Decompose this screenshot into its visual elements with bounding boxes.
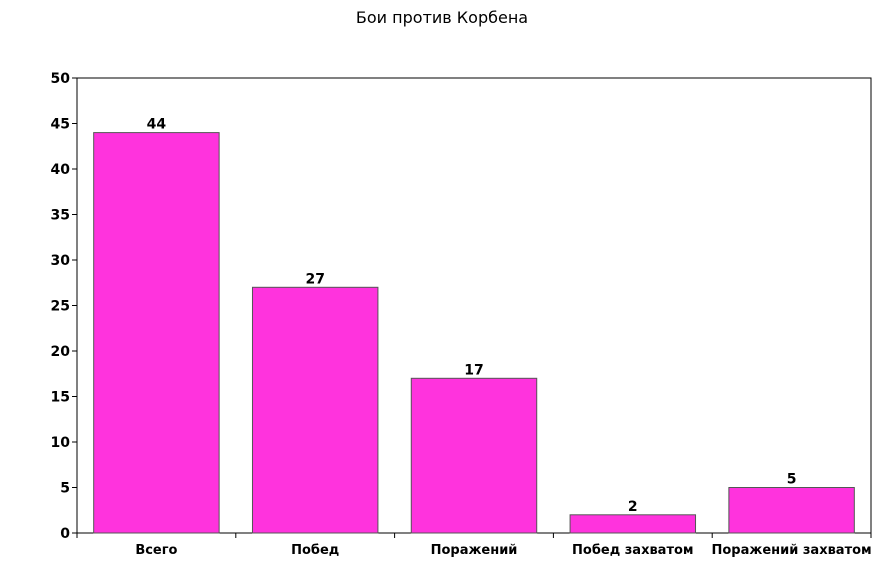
bars-group xyxy=(93,132,855,534)
y-tick-label: 35 xyxy=(51,208,70,224)
data-labels-group: 44 27 17 2 5 xyxy=(147,117,797,515)
y-tick-label: 30 xyxy=(51,253,71,269)
x-category-label: Побед захватом xyxy=(572,543,694,558)
y-axis: 0 5 10 15 20 25 30 35 40 45 50 xyxy=(51,71,77,542)
x-category-label: Поражений захватом xyxy=(712,543,872,558)
bar xyxy=(93,132,220,534)
bar xyxy=(410,377,538,534)
y-tick-label: 25 xyxy=(51,299,70,315)
x-category-label: Побед xyxy=(291,543,339,558)
bar-value-label: 27 xyxy=(305,271,324,287)
bar xyxy=(569,514,697,534)
y-tick-label: 15 xyxy=(51,390,70,406)
x-category-label: Поражений xyxy=(431,543,518,558)
bar xyxy=(251,286,379,534)
x-axis: Всего Побед Поражений Побед захватом Поражен… xyxy=(76,533,872,558)
bar-value-label: 44 xyxy=(147,117,167,133)
bar xyxy=(728,487,855,534)
bar-value-label: 2 xyxy=(628,499,638,515)
y-tick-label: 5 xyxy=(60,481,70,497)
y-tick-label: 10 xyxy=(51,435,71,451)
y-tick-label: 40 xyxy=(51,162,71,178)
bar-value-label: 5 xyxy=(787,472,797,488)
y-tick-label: 50 xyxy=(51,71,71,87)
y-tick-label: 0 xyxy=(60,526,70,542)
x-category-label: Всего xyxy=(135,543,177,558)
chart-title: Бои против Корбена xyxy=(356,8,528,27)
y-tick-label: 45 xyxy=(51,117,70,133)
bar-value-label: 17 xyxy=(464,362,483,378)
y-tick-label: 20 xyxy=(51,344,71,360)
